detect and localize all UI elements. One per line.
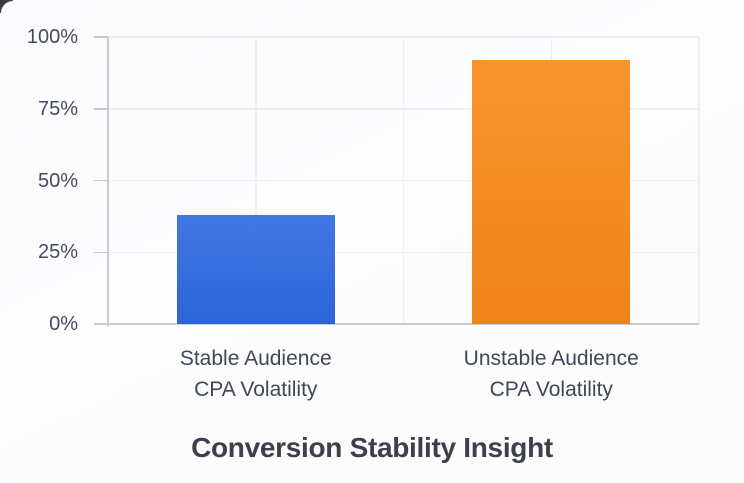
y-axis-tick-label: 25% (37, 241, 78, 264)
x-label-line2: CPA Volatility (194, 378, 318, 401)
y-axis-line (107, 37, 109, 326)
y-axis-tick-label: 100% (26, 26, 78, 48)
v-gridline (698, 37, 700, 324)
x-label-line2: CPA Volatility (489, 378, 613, 401)
y-axis-tick-label: 75% (37, 97, 78, 120)
y-axis-tick (94, 179, 108, 182)
y-axis-tick (94, 251, 108, 253)
x-axis-category-label: Stable Audience CPA Volatility (116, 343, 396, 405)
x-label-line1: Unstable Audience (463, 347, 639, 370)
bar-unstable-audience (472, 59, 631, 324)
x-axis-category-label: Unstable Audience CPA Volatility (411, 343, 691, 405)
v-gridline (255, 37, 257, 324)
y-axis-tick (94, 108, 108, 110)
y-axis-tick-label: 0% (49, 313, 78, 335)
y-axis-tick (94, 36, 108, 38)
x-label-line1: Stable Audience (179, 347, 332, 370)
v-gridline (402, 37, 405, 324)
chart-title: Conversion Stability Insight (191, 432, 553, 463)
x-axis-line (95, 323, 699, 325)
y-axis-tick-label: 50% (37, 169, 78, 192)
bar-stable-audience (176, 214, 335, 324)
